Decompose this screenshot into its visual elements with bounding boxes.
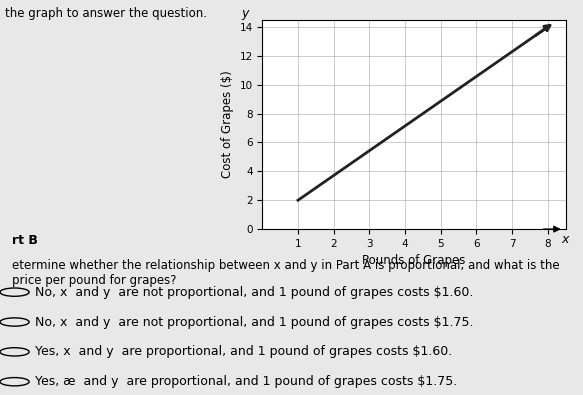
- Text: No, x  and y  are not proportional, and 1 pound of grapes costs $1.75.: No, x and y are not proportional, and 1 …: [35, 316, 473, 329]
- Text: rt B: rt B: [12, 234, 37, 247]
- Text: Yes, æ  and y  are proportional, and 1 pound of grapes costs $1.75.: Yes, æ and y are proportional, and 1 pou…: [35, 375, 457, 388]
- Y-axis label: Cost of Grapes ($): Cost of Grapes ($): [221, 71, 234, 178]
- Text: etermine whether the relationship between x and y in Part A is proportional, and: etermine whether the relationship betwee…: [12, 259, 559, 287]
- Text: No, x  and y  are not proportional, and 1 pound of grapes costs $1.60.: No, x and y are not proportional, and 1 …: [35, 286, 473, 299]
- Text: x: x: [562, 233, 569, 246]
- Text: the graph to answer the question.: the graph to answer the question.: [5, 8, 207, 20]
- Text: y: y: [241, 7, 248, 20]
- X-axis label: Pounds of Grapes: Pounds of Grapes: [362, 254, 466, 267]
- Text: Yes, x  and y  are proportional, and 1 pound of grapes costs $1.60.: Yes, x and y are proportional, and 1 pou…: [35, 345, 452, 358]
